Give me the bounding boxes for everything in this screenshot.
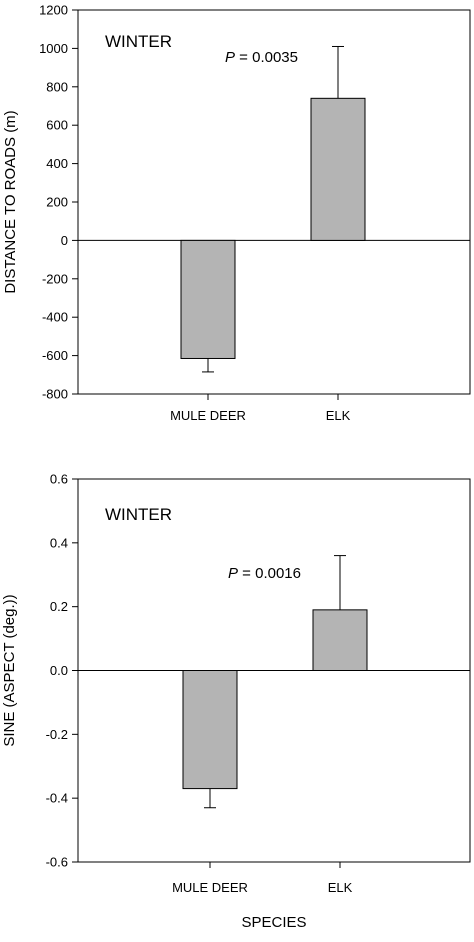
plot-frame bbox=[77, 9, 471, 395]
y-tick-label: 0.0 bbox=[50, 663, 68, 678]
x-axis-title: SPECIES bbox=[241, 914, 306, 931]
x-tick-label: MULE DEER bbox=[172, 880, 248, 895]
y-axis-title: SINE (ASPECT (deg.)) bbox=[1, 594, 18, 746]
p-value: = 0.0035 bbox=[235, 49, 298, 66]
y-tick-label: -400 bbox=[42, 310, 68, 325]
y-tick-label: 1000 bbox=[39, 41, 68, 56]
bar-mule-deer bbox=[182, 670, 238, 790]
y-tick-label: -0.4 bbox=[46, 791, 68, 806]
y-tick-label: 400 bbox=[46, 156, 68, 171]
bar-elk bbox=[310, 97, 366, 241]
bar-mule-deer bbox=[180, 239, 236, 359]
p-value-annotation: P = 0.0016 bbox=[228, 565, 301, 582]
chart-panel-2: 0.6 0.4 0.2 0.0 -0.2 -0.4 -0.6 MULE DEER ELK WINT… bbox=[1, 472, 471, 931]
p-value-annotation: P = 0.0035 bbox=[225, 49, 298, 66]
y-tick-label: -0.2 bbox=[46, 727, 68, 742]
y-tick-label: -800 bbox=[42, 387, 68, 402]
y-tick-label: 0.6 bbox=[50, 472, 68, 487]
p-symbol: P bbox=[228, 565, 238, 582]
y-tick-label: 800 bbox=[46, 79, 68, 94]
p-value: = 0.0016 bbox=[238, 565, 301, 582]
y-axis-title: DISTANCE TO ROADS (m) bbox=[2, 110, 19, 293]
y-tick-label: 0.2 bbox=[50, 599, 68, 614]
x-tick-label: ELK bbox=[326, 408, 351, 423]
p-symbol: P bbox=[225, 49, 235, 66]
y-tick-label: -0.6 bbox=[46, 855, 68, 870]
panel-label: WINTER bbox=[105, 505, 172, 524]
y-tick-label: 200 bbox=[46, 195, 68, 210]
chart-panel-1: 1200 1000 800 600 400 200 0 -200 -400 -600 -800 MUL… bbox=[2, 3, 471, 423]
y-tick-label: 0 bbox=[61, 233, 68, 248]
y-tick-label: 1200 bbox=[39, 3, 68, 18]
y-tick-label: -200 bbox=[42, 271, 68, 286]
x-tick-label: MULE DEER bbox=[170, 408, 246, 423]
y-tick-label: -600 bbox=[42, 348, 68, 363]
y-tick-label: 600 bbox=[46, 118, 68, 133]
panel-label: WINTER bbox=[105, 32, 172, 51]
x-tick-label: ELK bbox=[328, 880, 353, 895]
bar-elk bbox=[312, 609, 368, 672]
y-tick-label: 0.4 bbox=[50, 535, 68, 550]
